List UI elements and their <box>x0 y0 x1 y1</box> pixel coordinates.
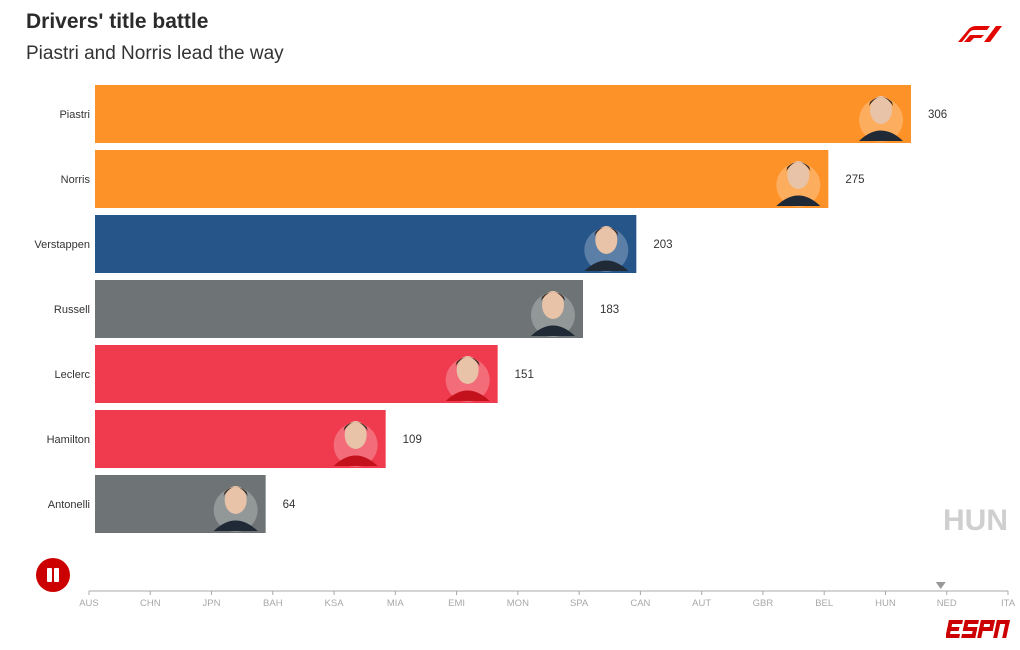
bar-label-piastri: Piastri <box>59 109 90 121</box>
driver-suit <box>333 455 378 466</box>
chart-title: Drivers' title battle <box>26 10 209 33</box>
bar-verstappen <box>95 215 637 273</box>
timeline-label-aut[interactable]: AUT <box>692 598 711 609</box>
timeline-label-bel[interactable]: BEL <box>815 598 833 609</box>
driver-suit <box>859 130 903 141</box>
f1-logo <box>958 26 1002 42</box>
driver-portrait-russell <box>542 291 564 319</box>
timeline-label-aus[interactable]: AUS <box>79 598 99 609</box>
pause-icon <box>54 568 59 582</box>
value-label-leclerc: 151 <box>515 369 534 381</box>
bar-label-norris: Norris <box>61 174 91 186</box>
driver-hair <box>594 227 619 236</box>
timeline-label-bah[interactable]: BAH <box>263 598 283 609</box>
driver-hair <box>455 357 480 366</box>
driver-hair <box>223 487 248 496</box>
driver-hair <box>343 422 368 431</box>
driver-suit <box>531 325 575 336</box>
driver-suit <box>213 520 258 531</box>
bar-label-leclerc: Leclerc <box>55 369 91 381</box>
driver-suit <box>584 260 629 271</box>
driver-hair <box>541 292 565 301</box>
timeline-label-ita[interactable]: ITA <box>1001 598 1016 609</box>
value-label-russell: 183 <box>600 304 619 316</box>
driver-portrait-hamilton <box>344 421 367 449</box>
driver-suit <box>776 195 821 206</box>
timeline-label-gbr[interactable]: GBR <box>753 598 774 609</box>
timeline-label-can[interactable]: CAN <box>630 598 650 609</box>
bar-norris <box>95 150 829 208</box>
pause-button[interactable] <box>36 558 70 592</box>
espn-logo <box>946 620 1010 638</box>
timeline-label-emi[interactable]: EMI <box>448 598 465 609</box>
bar-piastri <box>95 85 911 143</box>
bar-hamilton <box>95 410 386 468</box>
current-race-label: HUN <box>943 504 1008 537</box>
driver-hair <box>869 97 893 106</box>
bar-label-verstappen: Verstappen <box>34 239 90 251</box>
timeline-label-chn[interactable]: CHN <box>140 598 161 609</box>
value-label-norris: 275 <box>845 174 864 186</box>
timeline-label-hun[interactable]: HUN <box>875 598 896 609</box>
driver-portrait-leclerc <box>456 356 479 384</box>
bar-label-antonelli: Antonelli <box>48 499 90 511</box>
bar-label-hamilton: Hamilton <box>47 434 90 446</box>
timeline-label-ned[interactable]: NED <box>937 598 957 609</box>
chart-subtitle: Piastri and Norris lead the way <box>26 43 284 64</box>
driver-portrait-norris <box>787 161 810 189</box>
driver-portrait-verstappen <box>595 226 618 254</box>
value-label-piastri: 306 <box>928 109 947 121</box>
timeline-label-ksa[interactable]: KSA <box>325 598 345 609</box>
pause-icon <box>47 568 52 582</box>
driver-hair <box>786 162 811 171</box>
timeline-label-jpn[interactable]: JPN <box>203 598 221 609</box>
driver-suit <box>445 390 490 401</box>
bar-russell <box>95 280 583 338</box>
timeline-label-spa[interactable]: SPA <box>570 598 589 609</box>
value-label-verstappen: 203 <box>653 239 672 251</box>
driver-portrait-antonelli <box>224 486 247 514</box>
bar-leclerc <box>95 345 498 403</box>
bar-label-russell: Russell <box>54 304 90 316</box>
timeline-marker-icon[interactable] <box>935 582 946 589</box>
timeline-label-mon[interactable]: MON <box>507 598 529 609</box>
timeline-label-mia[interactable]: MIA <box>387 598 405 609</box>
driver-portrait-piastri <box>870 96 892 124</box>
value-label-hamilton: 109 <box>403 434 422 446</box>
value-label-antonelli: 64 <box>283 499 296 511</box>
